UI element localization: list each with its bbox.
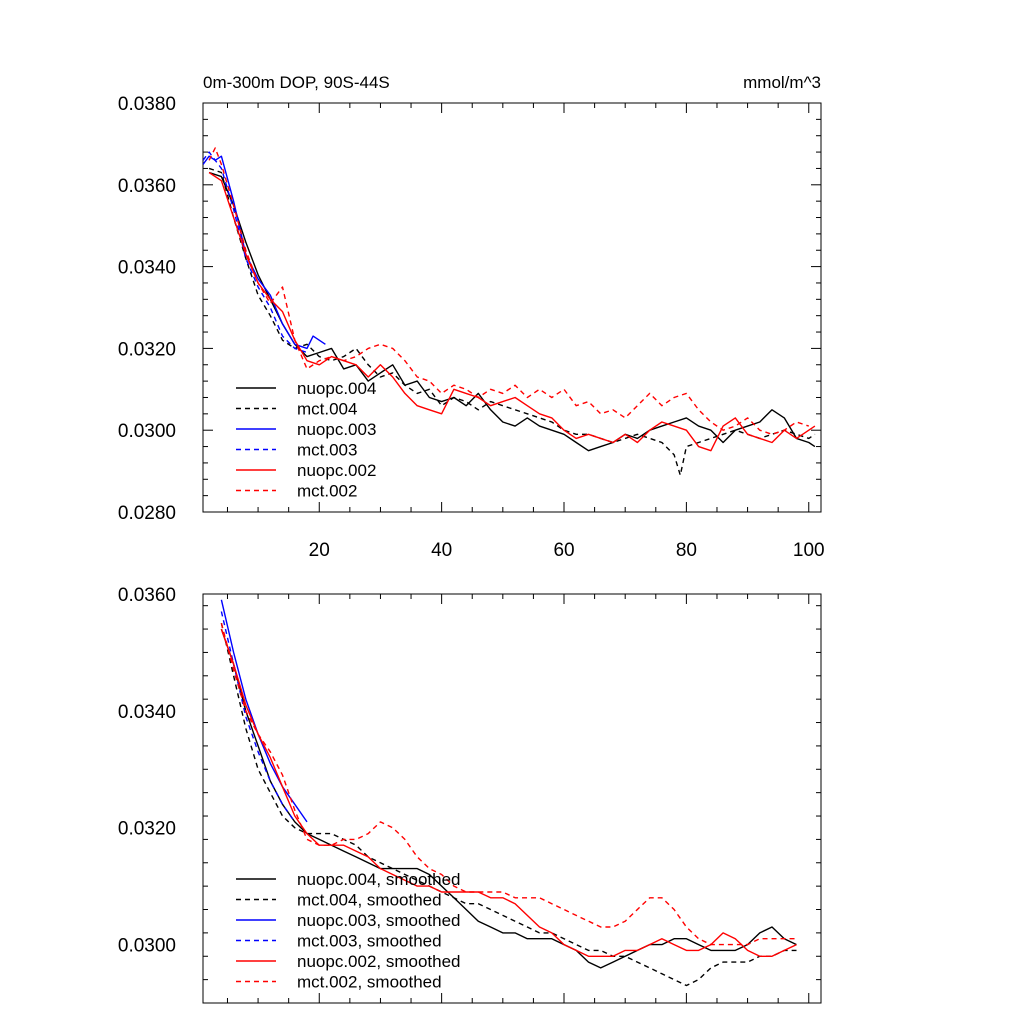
legend-label: mct.003 (297, 441, 357, 460)
top-x-tick-label: 60 (553, 540, 574, 561)
bottom-series-line-nuopc-004-smoothed (220, 628, 797, 969)
chart-title-left: 0m-300m DOP, 90S-44S (203, 73, 390, 92)
legend-label: nuopc.004 (297, 379, 376, 398)
top-y-tick-label: 0.0300 (118, 421, 176, 442)
top-x-tick-label: 80 (676, 540, 697, 561)
legend-label: mct.003, smoothed (297, 932, 442, 951)
bottom-panel: 0.0300 0.0320 0.0340 0.0360 nuopc.004, smoot… (118, 585, 822, 1004)
top-y-tick-label: 0.0360 (118, 176, 176, 197)
top-series-line-mct-002 (208, 147, 810, 435)
legend-label: nuopc.003 (297, 420, 376, 439)
bottom-y-tick-label: 0.0360 (118, 585, 176, 606)
top-series-line-nuopc-004 (208, 171, 816, 452)
bottom-y-tick-label: 0.0300 (118, 936, 176, 957)
top-y-tick-label: 0.0280 (118, 503, 176, 524)
legend-label: mct.004, smoothed (297, 891, 442, 910)
chart-units-label: mmol/m^3 (743, 73, 821, 92)
top-series-line-mct-004 (208, 167, 816, 476)
bottom-plot-frame (202, 593, 822, 1004)
top-y-tick-label: 0.0380 (118, 94, 176, 115)
top-y-tick-label: 0.0320 (118, 339, 176, 360)
bottom-y-tick-label: 0.0320 (118, 819, 176, 840)
top-series-line-nuopc-002 (208, 171, 816, 452)
legend-label: nuopc.002, smoothed (297, 952, 461, 971)
legend-label: nuopc.002 (297, 461, 376, 480)
top-x-tick-label: 40 (431, 540, 452, 561)
bottom-series-line-mct-004-smoothed (220, 623, 797, 987)
legend-label: mct.004 (297, 400, 357, 419)
top-series-line-nuopc-003 (203, 155, 326, 350)
legend-label: mct.002 (297, 482, 357, 501)
bottom-series-line-nuopc-002-smoothed (220, 628, 797, 957)
bottom-series-line-mct-002-smoothed (220, 623, 797, 946)
top-panel: 20 40 60 80 100 0.0280 0.0300 0.0320 0.0340 0.036… (118, 94, 825, 561)
top-plot-frame (202, 102, 822, 513)
legend-label: nuopc.003, smoothed (297, 911, 461, 930)
top-x-tick-label: 20 (309, 540, 330, 561)
top-y-tick-label: 0.0340 (118, 258, 176, 279)
bottom-series-line-mct-003-smoothed (220, 611, 296, 823)
legend-label: nuopc.004, smoothed (297, 870, 461, 889)
bottom-series-line-nuopc-003-smoothed (220, 599, 308, 823)
bottom-y-tick-label: 0.0340 (118, 702, 176, 723)
legend-label: mct.002, smoothed (297, 973, 442, 992)
top-x-tick-label: 100 (793, 540, 825, 561)
